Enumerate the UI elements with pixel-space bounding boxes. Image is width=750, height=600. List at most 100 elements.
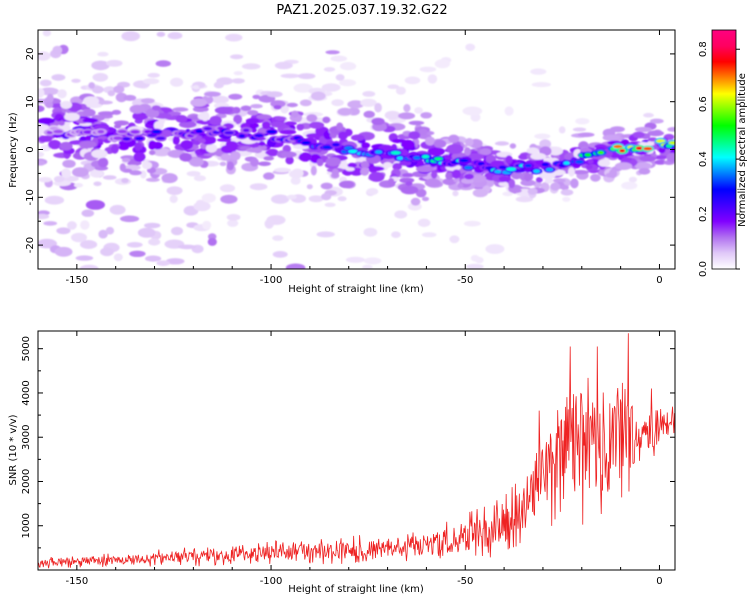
heatmap-cell-829	[658, 146, 666, 154]
heatmap-cell-198	[463, 220, 481, 227]
heatmap-cell-374	[392, 162, 403, 171]
heatmap-cell-120	[297, 73, 316, 80]
heatmap-cell-762	[430, 171, 438, 179]
heatmap-cell-525	[240, 105, 252, 112]
colorbar-tick-label: 0.6	[698, 96, 709, 112]
heatmap-cell-581	[498, 181, 509, 187]
heatmap-cell-32	[169, 195, 178, 204]
heatmap-cell-151	[241, 63, 261, 70]
heatmap-cell-1030	[179, 152, 192, 162]
heatmap-cell-191	[171, 226, 183, 236]
heatmap-cell-797	[274, 116, 287, 121]
heatmap-cell-4	[81, 209, 95, 217]
heatmap-cell-833	[123, 94, 137, 101]
heatmap-cell-1069	[433, 139, 447, 148]
heatmap-cell-779	[464, 147, 471, 156]
heatmap-cell-1121	[614, 162, 633, 171]
heatmap-cell-217	[531, 82, 551, 88]
heatmap-cell-413	[192, 85, 200, 90]
heatmap-cell-627	[205, 143, 218, 153]
y-tick-label: -10	[25, 189, 36, 205]
heatmap-cell-515	[133, 152, 146, 162]
heatmap-cell-979	[524, 173, 532, 182]
x-tick-label: -150	[65, 576, 88, 587]
heatmap-cell-1314	[575, 160, 584, 164]
heatmap-cell-778	[307, 148, 322, 154]
heatmap-cell-1120	[451, 169, 461, 179]
heatmap-cell-1286	[494, 169, 503, 174]
heatmap-cell-873	[320, 182, 333, 190]
heatmap-cell-1085	[479, 148, 492, 156]
heatmap-cell-1007	[58, 120, 65, 126]
heatmap-cell-619	[452, 190, 459, 197]
heatmap-cell-166	[152, 147, 171, 157]
heatmap-cell-1049	[97, 111, 115, 116]
heatmap-cell-146	[335, 74, 345, 81]
heatmap-cell-46	[113, 253, 123, 262]
heatmap-cell-1054	[229, 151, 241, 161]
x-tick-label: -50	[457, 275, 473, 286]
heatmap-cell-112	[502, 191, 513, 197]
heatmap-cell-1094	[461, 178, 474, 184]
heatmap-cell-987	[336, 122, 344, 131]
heatmap-cell-1008	[209, 115, 222, 126]
heatmap-cell-1029	[129, 104, 145, 114]
heatmap-cell-430	[93, 181, 102, 187]
heatmap-cell-695	[427, 147, 445, 156]
heatmap-cell-1037	[38, 117, 55, 124]
heatmap-cell-1011	[345, 167, 355, 172]
heatmap-cell-1089	[71, 78, 81, 83]
heatmap-cell-1077	[190, 98, 207, 107]
heatmap-cell-214	[211, 95, 229, 104]
heatmap-cell-971	[196, 119, 214, 125]
heatmap-cell-216	[52, 45, 63, 55]
heatmap-cell-894	[286, 194, 297, 200]
heatmap-cell-1190	[238, 134, 246, 138]
heatmap-cell-211	[177, 244, 197, 250]
heatmap-cell-94	[91, 60, 110, 71]
spectrogram-x-ticks: -150 -100 -50 0	[37, 30, 663, 286]
heatmap-cell-631	[132, 111, 148, 121]
heatmap-cell-149	[323, 67, 336, 72]
heatmap-cell-1328	[619, 149, 626, 153]
heatmap-cell-115	[293, 83, 313, 93]
heatmap-cell-905	[270, 100, 286, 108]
snr-x-ticks: -150 -100 -50 0	[37, 331, 663, 587]
heatmap-cell-1087	[198, 138, 206, 144]
heatmap-cell-831	[118, 144, 129, 151]
heatmap-cell-24	[465, 43, 476, 51]
heatmap-cell-1334	[635, 146, 643, 150]
heatmap-cell-902	[360, 142, 371, 149]
heatmap-cell-170	[97, 51, 109, 57]
heatmap-cell-969	[45, 101, 54, 109]
heatmap-cell-159	[530, 68, 547, 75]
x-tick-label: -100	[260, 275, 283, 286]
heatmap-cell-157	[230, 54, 244, 60]
heatmap-cell-335	[252, 94, 261, 100]
heatmap-cell-879	[560, 189, 574, 196]
heatmap-cell-1142	[97, 129, 105, 134]
heatmap-cell-124	[186, 171, 201, 177]
heatmap-cell-907	[213, 81, 224, 89]
heatmap-cell-486	[520, 179, 536, 187]
heatmap-cell-997	[446, 144, 464, 154]
heatmap-cell-135	[404, 76, 421, 85]
heatmap-cell-451	[38, 105, 45, 113]
heatmap-cell-474	[250, 104, 263, 109]
heatmap-cell-1254	[421, 154, 430, 159]
heatmap-cell-781	[111, 144, 119, 154]
heatmap-cell-958	[400, 139, 415, 150]
snr-x-axis-label: Height of straight line (km)	[288, 584, 424, 595]
heatmap-cell-799	[402, 173, 415, 178]
heatmap-cell-1060	[296, 123, 305, 131]
heatmap-cell-1300	[533, 169, 541, 173]
heatmap-cell-194	[504, 106, 514, 116]
heatmap-cell-80	[220, 194, 238, 204]
heatmap-cell-761	[161, 173, 178, 184]
heatmap-cell-1066	[638, 168, 651, 175]
heatmap-cell-1102	[587, 159, 594, 165]
heatmap-cell-164	[121, 31, 140, 42]
x-tick-label: 0	[656, 275, 662, 286]
heatmap-cell-1178	[203, 126, 213, 131]
